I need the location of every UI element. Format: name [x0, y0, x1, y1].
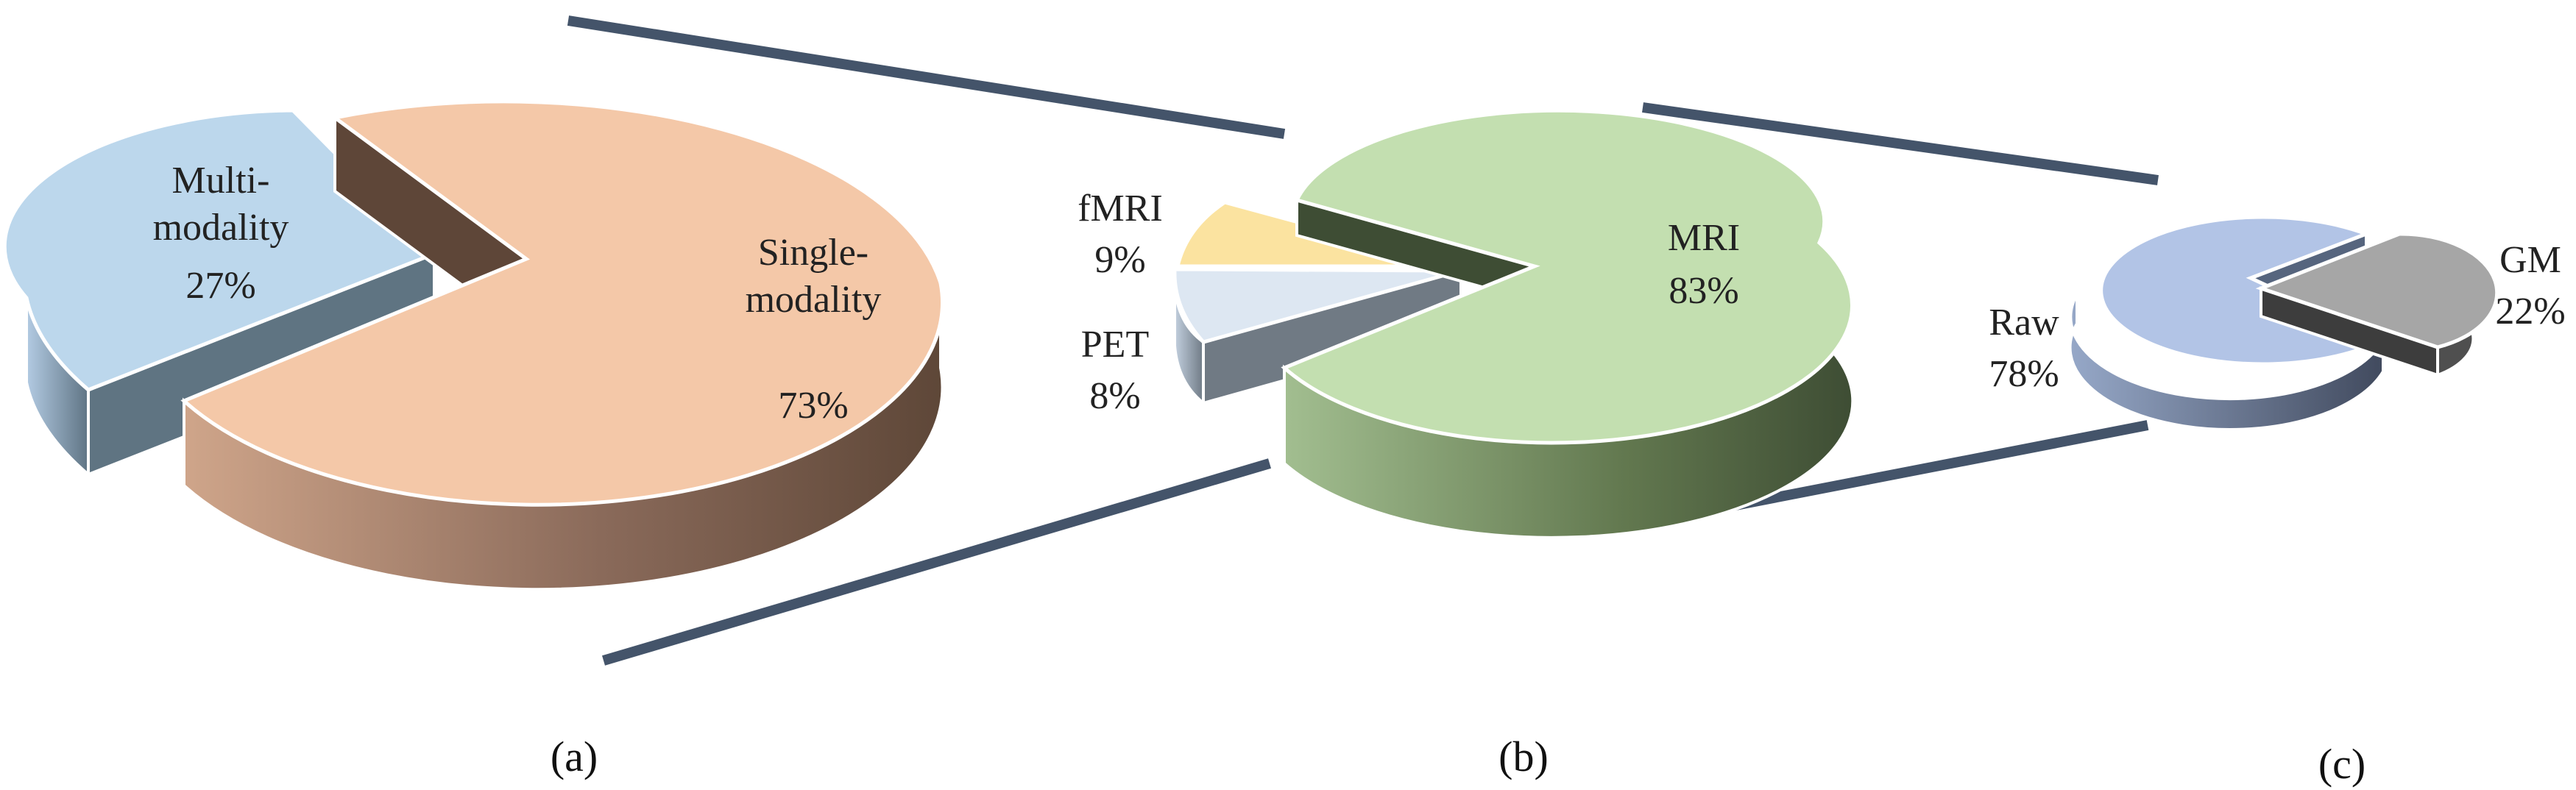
connector-line-a-b-bottom [602, 458, 1271, 666]
panel-label-b: (b) [1498, 733, 1549, 780]
pie-a-value-multi-modality: 27% [185, 265, 255, 307]
panel-label-a: (a) [551, 733, 598, 780]
pie-b-value-pet: 8% [1089, 375, 1140, 417]
pie-a-label-single-modality: Single-modality [746, 232, 882, 321]
pie-a-slice-multi-modality [2, 108, 438, 392]
pie-b-slice-pet [1172, 267, 1462, 344]
pie-c: Raw 78% GM 22% [1989, 215, 2566, 431]
pie-c-slice-gm [2255, 232, 2499, 349]
pie-c-label-gm: GM [2499, 239, 2561, 281]
pie-a-label-multi-modality: Multi-modality [153, 160, 289, 249]
pie-b-label-fmri: fMRI [1078, 188, 1163, 229]
pie-b-value-fmri: 9% [1094, 239, 1145, 281]
pie-a: Multi-modality 27% Single-modality 73% [2, 99, 944, 591]
panel-label-c: (c) [2318, 740, 2366, 788]
pie-a-value-single-modality: 73% [778, 385, 848, 427]
pie-b-value-mri: 83% [1669, 270, 1738, 312]
pie-c-value-raw: 78% [1989, 353, 2059, 395]
pie-a-slice-single-modality [180, 99, 944, 507]
connector-line-b-c-top [1642, 102, 2159, 185]
connector-line-a-b-top [567, 15, 1286, 139]
pie-b-label-pet: PET [1081, 324, 1149, 366]
pie-b-slice-mri [1281, 108, 1855, 445]
pie-c-value-gm: 22% [2495, 291, 2565, 332]
pie-b-label-mri: MRI [1668, 217, 1740, 259]
pie-c-slice-raw-side [2068, 288, 2385, 431]
pie-c-label-raw: Raw [1989, 302, 2059, 344]
pie-b: fMRI 9% PET 8% MRI 83% [1078, 108, 1855, 539]
